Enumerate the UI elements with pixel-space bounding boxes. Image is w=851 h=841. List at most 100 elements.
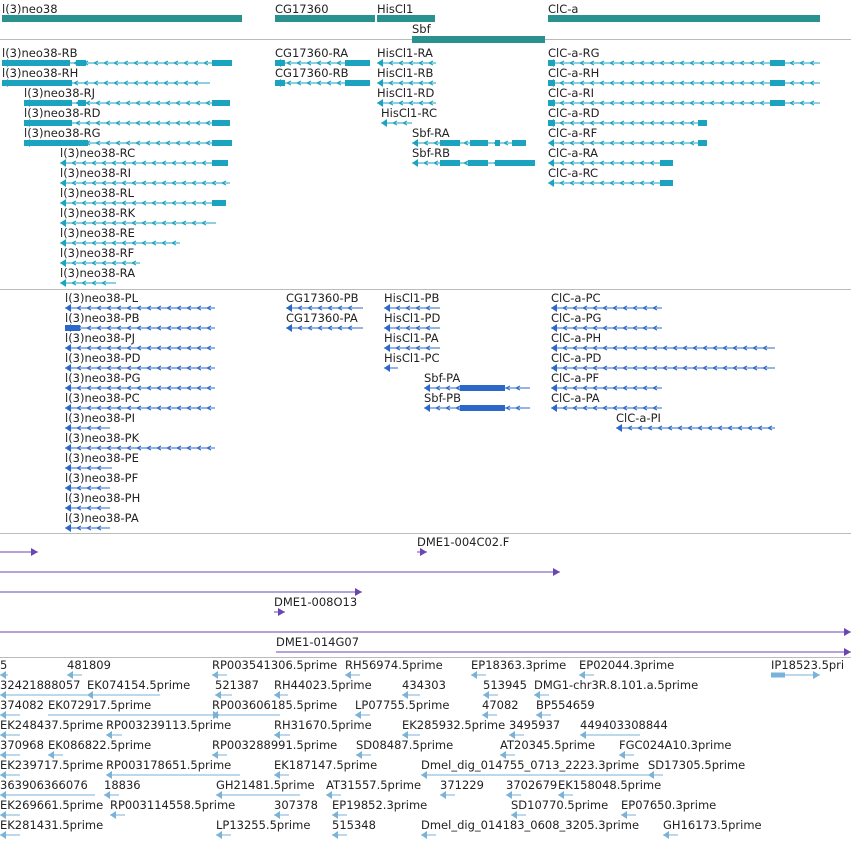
mrna-feature-clc-a-ra[interactable] xyxy=(548,159,673,167)
est-feature-ek248437-5prime[interactable] xyxy=(0,731,20,739)
est-feature-rh31670-5prime[interactable] xyxy=(274,731,290,739)
clone-feature-unlabeled[interactable] xyxy=(0,548,38,556)
est-feature-481809[interactable] xyxy=(67,671,82,679)
est-feature-374082[interactable] xyxy=(0,711,20,719)
est-feature-18836[interactable] xyxy=(104,791,119,799)
est-feature-gh21481-5prime[interactable] xyxy=(216,791,300,799)
est-feature-370968[interactable] xyxy=(0,751,20,759)
est-feature-ip18523-5pri[interactable] xyxy=(771,671,820,679)
est-feature-513945[interactable] xyxy=(483,691,498,699)
clone-feature-dme1-004c02-f[interactable] xyxy=(417,548,427,556)
mrna-feature-clc-a-ri[interactable] xyxy=(548,99,820,107)
protein-feature-l-3-neo38-pl[interactable] xyxy=(65,304,215,312)
est-feature-3702679[interactable] xyxy=(506,791,521,799)
protein-feature-l-3-neo38-pg[interactable] xyxy=(65,384,215,392)
est-feature-ek281431-5prime[interactable] xyxy=(0,831,20,839)
est-feature-ek158048-5prime[interactable] xyxy=(558,791,573,799)
est-feature-ep18363-3prime[interactable] xyxy=(471,671,486,679)
est-feature-rp003541306-5prime[interactable] xyxy=(212,671,227,679)
mrna-feature-l-3-neo38-rh[interactable] xyxy=(2,79,210,87)
est-feature-sd10770-5prime[interactable] xyxy=(511,811,526,819)
est-feature-dmel-dig-014183-0608-3205-3prime[interactable] xyxy=(421,831,436,839)
est-feature-rh44023-5prime[interactable] xyxy=(274,691,288,699)
est-feature-ep19852-3prime[interactable] xyxy=(332,811,347,819)
protein-feature-l-3-neo38-pf[interactable] xyxy=(65,484,110,492)
gene-feature-sbf[interactable] xyxy=(412,36,545,43)
mrna-feature-clc-a-rh[interactable] xyxy=(548,79,820,87)
gene-feature-hiscl1[interactable] xyxy=(377,15,435,22)
protein-feature-hiscl1-pc[interactable] xyxy=(384,364,398,372)
mrna-feature-l-3-neo38-rl[interactable] xyxy=(60,199,226,207)
est-feature-lp13255-5prime[interactable] xyxy=(216,831,231,839)
gene-feature-cg17360[interactable] xyxy=(275,15,375,22)
est-feature-rp003114558-5prime[interactable] xyxy=(110,811,125,819)
clone-feature-unlabeled[interactable] xyxy=(0,588,362,596)
est-feature-rp003606185-5prime[interactable] xyxy=(212,711,280,719)
est-feature-gh16173-5prime[interactable] xyxy=(663,831,678,839)
mrna-feature-l-3-neo38-rd[interactable] xyxy=(24,119,230,127)
est-feature-ek239717-5prime[interactable] xyxy=(0,771,20,779)
protein-feature-hiscl1-pa[interactable] xyxy=(384,344,440,352)
mrna-feature-cg17360-ra[interactable] xyxy=(275,59,370,67)
est-feature-lp07755-5prime[interactable] xyxy=(355,711,370,719)
mrna-feature-clc-a-rg[interactable] xyxy=(548,59,820,67)
mrna-feature-l-3-neo38-rj[interactable] xyxy=(24,99,230,107)
est-feature-521387[interactable] xyxy=(215,691,232,699)
mrna-feature-l-3-neo38-ri[interactable] xyxy=(60,179,230,187)
mrna-feature-l-3-neo38-rg[interactable] xyxy=(24,139,232,147)
protein-feature-l-3-neo38-pe[interactable] xyxy=(65,464,112,472)
est-feature-at20345-5prime[interactable] xyxy=(500,751,515,759)
mrna-feature-sbf-rb[interactable] xyxy=(412,159,535,167)
est-feature-ep02044-3prime[interactable] xyxy=(579,671,594,679)
est-feature-sd17305-5prime[interactable] xyxy=(648,771,663,779)
protein-feature-clc-a-pa[interactable] xyxy=(551,404,662,412)
protein-feature-clc-a-pd[interactable] xyxy=(551,364,775,372)
protein-feature-sbf-pa[interactable] xyxy=(424,384,530,392)
protein-feature-l-3-neo38-pa[interactable] xyxy=(65,524,110,532)
est-feature-dmg1-chr3r-8-101-a-5prime[interactable] xyxy=(534,691,549,699)
est-feature-307378[interactable] xyxy=(274,811,289,819)
est-feature-32421888057[interactable] xyxy=(0,691,98,699)
protein-feature-l-3-neo38-pk[interactable] xyxy=(65,444,215,452)
est-feature-ek074154-5prime[interactable] xyxy=(87,691,160,699)
est-feature-ek086822-5prime[interactable] xyxy=(48,751,63,759)
protein-feature-hiscl1-pb[interactable] xyxy=(384,304,440,312)
protein-feature-l-3-neo38-ph[interactable] xyxy=(65,504,110,512)
mrna-feature-l-3-neo38-re[interactable] xyxy=(60,239,180,247)
protein-feature-l-3-neo38-pb[interactable] xyxy=(65,324,215,332)
protein-feature-l-3-neo38-pd[interactable] xyxy=(65,364,215,372)
est-feature-rp003288991-5prime[interactable] xyxy=(212,751,227,759)
protein-feature-cg17360-pa[interactable] xyxy=(286,324,363,332)
mrna-feature-hiscl1-rd[interactable] xyxy=(377,99,436,107)
clone-feature-unlabeled[interactable] xyxy=(0,568,560,576)
protein-feature-l-3-neo38-pj[interactable] xyxy=(65,344,215,352)
protein-feature-clc-a-ph[interactable] xyxy=(551,344,775,352)
clone-feature-dme1-014g07[interactable] xyxy=(276,648,851,656)
est-feature-ek269661-5prime[interactable] xyxy=(0,811,20,819)
est-feature-at31557-5prime[interactable] xyxy=(326,791,341,799)
mrna-feature-hiscl1-rb[interactable] xyxy=(377,79,436,87)
clone-feature-dme1-008o13[interactable] xyxy=(274,608,285,616)
est-feature-rp003239113-5prime[interactable] xyxy=(106,731,122,739)
mrna-feature-hiscl1-ra[interactable] xyxy=(377,59,436,67)
mrna-feature-l-3-neo38-rb[interactable] xyxy=(2,59,232,67)
est-feature-3495937[interactable] xyxy=(509,731,524,739)
protein-feature-l-3-neo38-pc[interactable] xyxy=(65,404,215,412)
clone-feature-unlabeled[interactable] xyxy=(0,628,851,636)
est-feature-47082[interactable] xyxy=(482,711,497,719)
est-feature-371229[interactable] xyxy=(440,791,455,799)
est-feature-ek187147-5prime[interactable] xyxy=(274,771,289,779)
protein-feature-clc-a-pf[interactable] xyxy=(551,384,662,392)
est-feature-ep07650-3prime[interactable] xyxy=(621,811,636,819)
protein-feature-l-3-neo38-pi[interactable] xyxy=(65,424,110,432)
mrna-feature-cg17360-rb[interactable] xyxy=(275,79,370,87)
mrna-feature-clc-a-rf[interactable] xyxy=(548,139,707,147)
est-feature-fgc024a10-3prime[interactable] xyxy=(619,751,634,759)
est-feature-sd08487-5prime[interactable] xyxy=(356,751,371,759)
est-feature-ek285932-5prime[interactable] xyxy=(402,731,420,739)
protein-feature-sbf-pb[interactable] xyxy=(424,404,530,412)
est-feature-515348[interactable] xyxy=(332,831,347,839)
gene-feature-clc-a[interactable] xyxy=(548,15,820,22)
mrna-feature-hiscl1-rc[interactable] xyxy=(381,119,412,127)
est-feature-434303[interactable] xyxy=(402,691,420,699)
